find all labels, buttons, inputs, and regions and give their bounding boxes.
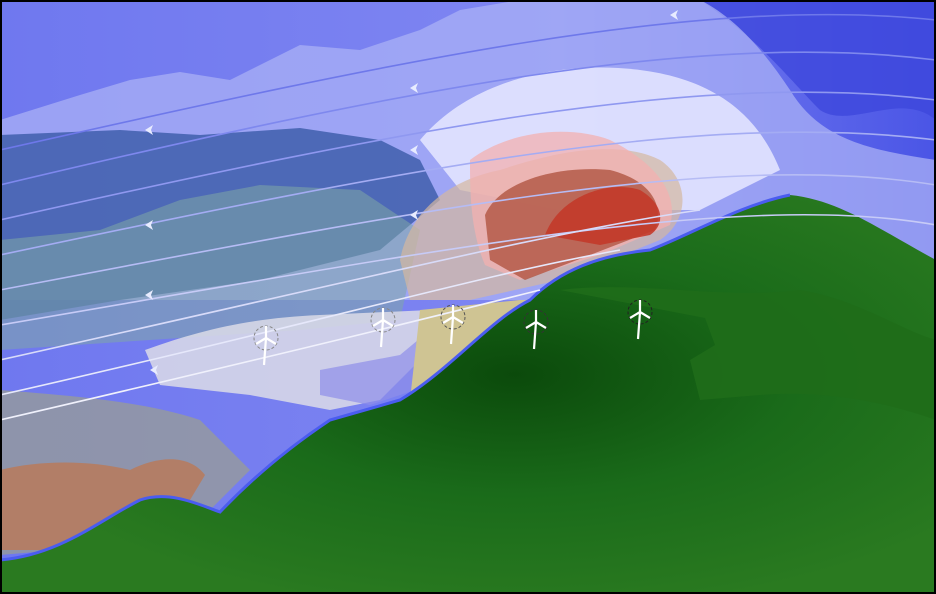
turbine xyxy=(523,309,549,350)
flow-arrows xyxy=(145,10,678,375)
streamline xyxy=(0,51,936,186)
arrow xyxy=(145,290,153,300)
arrow xyxy=(410,145,418,155)
terrain-ridge xyxy=(560,287,936,420)
arrow xyxy=(410,210,418,220)
streamline xyxy=(0,249,621,396)
lower-left-warm xyxy=(0,459,205,550)
streamline xyxy=(0,91,936,221)
turbine xyxy=(253,325,279,366)
turbine xyxy=(627,299,653,340)
streamline xyxy=(0,289,541,421)
streamline xyxy=(0,13,936,151)
arrow xyxy=(145,220,153,230)
streamline xyxy=(0,131,936,256)
teal-layer xyxy=(0,185,420,350)
turbine xyxy=(370,307,396,348)
arrow xyxy=(145,125,153,135)
streamlines xyxy=(0,13,936,421)
arrow xyxy=(410,83,418,93)
deep-blue-band xyxy=(700,0,936,120)
core-contour xyxy=(545,187,661,245)
blue-patch xyxy=(320,330,430,405)
turbine xyxy=(440,304,466,345)
arrow xyxy=(150,365,158,375)
streamline xyxy=(0,209,701,361)
terrain-edge xyxy=(0,193,791,562)
arrow xyxy=(670,10,678,20)
streamline xyxy=(0,213,936,326)
streamline xyxy=(0,174,936,291)
turbines xyxy=(253,299,653,366)
